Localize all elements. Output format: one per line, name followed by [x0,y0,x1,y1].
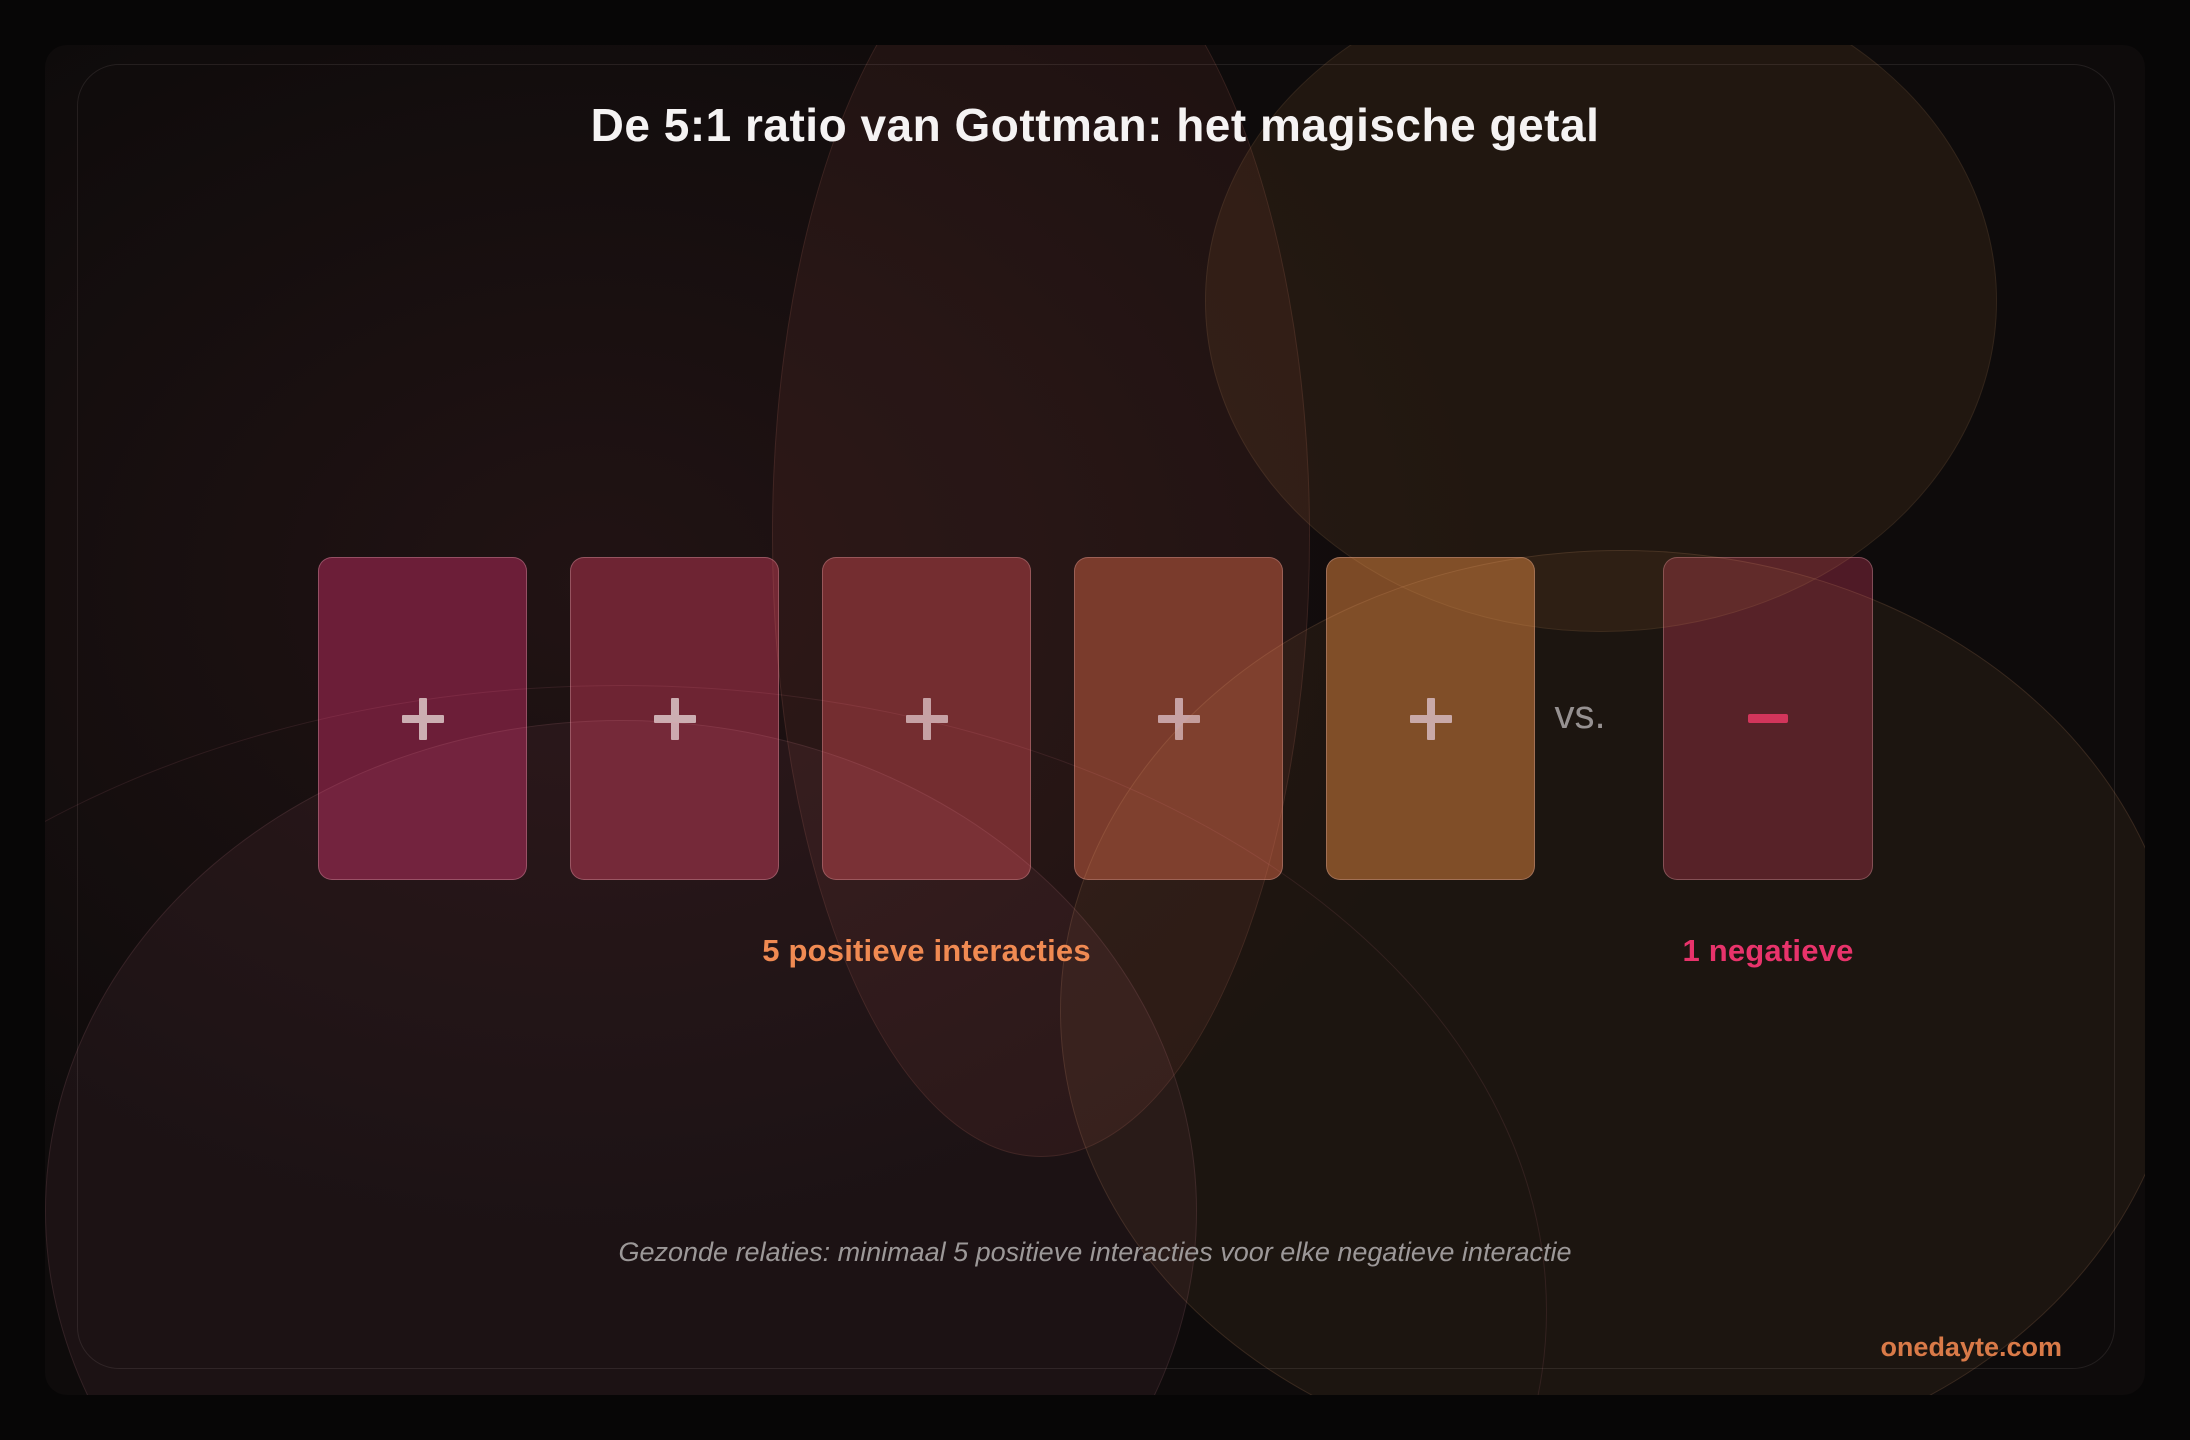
plus-icon [1157,697,1200,740]
footer-note: Gezonde relaties: minimaal 5 positieve i… [618,1237,1572,1267]
positive-card [822,557,1031,880]
negative-group-label: 1 negatieve [1682,933,1854,968]
plus-icon [905,697,948,740]
positive-cards-group [318,557,1535,880]
plus-icon [1409,697,1452,740]
plus-icon [401,697,444,740]
plus-icon [653,697,696,740]
website-credit: onedayte.com [1880,1332,2062,1362]
positive-card [570,557,779,880]
minus-icon [1748,714,1788,723]
negative-card [1663,557,1873,880]
positive-card [1074,557,1283,880]
positive-group-label: 5 positieve interacties [762,933,1091,968]
poster-background: De 5:1 ratio van Gottman: het magische g… [45,45,2145,1395]
positive-card [318,557,527,880]
vs-label: vs. [1554,693,1606,737]
page-title: De 5:1 ratio van Gottman: het magische g… [590,99,1600,151]
positive-card [1326,557,1535,880]
